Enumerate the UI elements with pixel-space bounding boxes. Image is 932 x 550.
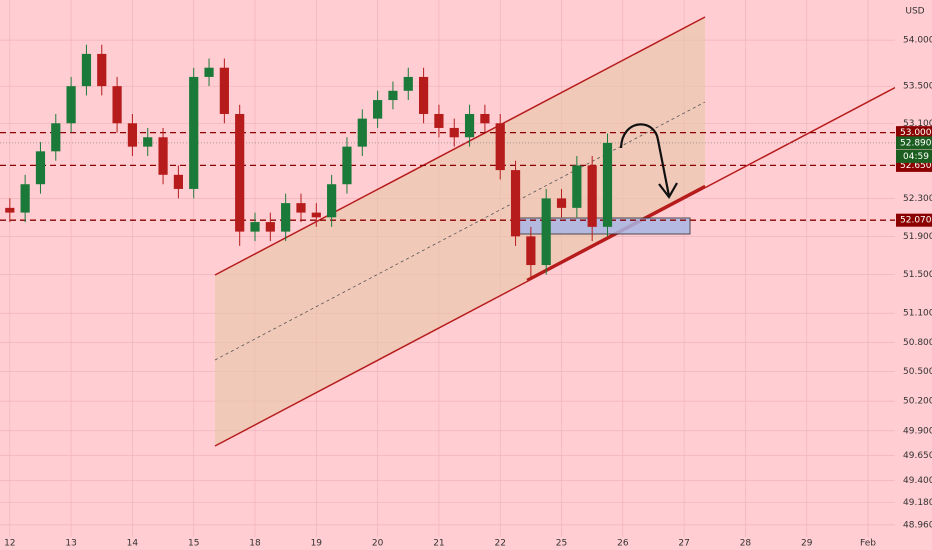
candle-body [189,76,199,189]
candle-body [143,137,153,147]
price-badge [896,136,932,150]
candle-body [572,165,582,208]
candle-body [112,86,122,124]
price-badge [896,126,932,140]
price-axis [895,0,932,550]
y-tick-label: 49.650 [903,451,932,461]
candle-body [35,151,46,185]
candle-body [541,198,551,266]
x-tick-label: 12 [4,539,15,549]
candle-body [449,127,459,138]
x-tick-label: Feb [860,539,876,549]
y-tick-label: 48.960 [903,520,932,530]
candle-body [495,123,505,171]
channel-upper [214,16,706,276]
candle-body [464,113,475,138]
candle-body [296,203,306,213]
candle-body [388,90,398,101]
price-badge [896,213,932,227]
price-badge-label: 52.070 [900,216,932,226]
candle-body [373,100,383,119]
candle-body [357,118,367,147]
y-tick-label: 52.300 [903,194,932,204]
x-tick-label: 19 [311,539,323,549]
candle-body [265,222,275,232]
candle-body [81,53,92,87]
x-tick-label: 29 [801,539,813,549]
candle-body [281,203,291,232]
x-tick-label: 28 [740,539,752,549]
arrow-head [658,182,678,199]
axis-labels: 12 13 14 15 18 19 20 21 22 25 26 27 28 29 Feb 54.000 53.… [4,36,932,549]
x-tick-label: 26 [617,539,629,549]
price-badge-label: 53.000 [900,128,932,138]
y-tick-label: 49.180 [903,498,932,508]
candle-body [480,113,490,124]
y-tick-label: 51.900 [903,232,932,242]
price-badge-label: 52.890 [900,138,932,148]
channel-fill [215,17,705,446]
price-lines [0,131,895,221]
y-tick-label: 51.100 [903,309,932,319]
candle-body [173,174,183,189]
channel-lower [214,84,901,447]
arrow [619,123,671,197]
y-tick-label: 53.500 [903,82,932,92]
y-tick-label: 51.500 [903,270,932,280]
x-tick-label: 25 [556,539,567,549]
candles [5,44,613,280]
candle-body [403,76,413,91]
candle-body [250,222,260,232]
y-tick-label: 50.200 [903,397,932,407]
candle-body [311,212,321,218]
countdown: 04:59 [903,152,929,162]
x-tick-label: 14 [127,539,139,549]
countdown-badge [896,149,932,163]
y-tick-label: 54.000 [903,36,932,46]
y-tick-label: 49.900 [903,426,932,436]
y-tick-label: 53.100 [903,119,932,129]
candle-body [204,67,214,77]
candle-body [219,67,229,114]
candle-body [66,86,76,124]
candle-body [51,123,61,152]
candle-body [327,184,337,218]
candle-body [510,170,521,237]
candle-body [97,53,107,87]
channel-mid [214,101,706,361]
y-tick-label: 49.400 [903,476,932,486]
x-tick-label: 20 [372,539,384,549]
candle-body [556,198,567,208]
candle-body [526,236,536,266]
candle-body [434,113,444,128]
x-tick-label: 15 [188,539,199,549]
price-badge-label: 52.650 [900,161,932,171]
candle-body [158,137,168,175]
candle-body [587,165,597,227]
candle-body [20,184,30,213]
x-tick-label: 13 [65,539,76,549]
x-tick-label: 18 [249,539,261,549]
currency: USD [905,7,924,17]
y-tick-label: 50.500 [903,367,932,377]
x-tick-label: 22 [494,539,505,549]
x-tick-label: 27 [678,539,689,549]
candle-body [127,123,138,147]
candle-body [235,113,245,232]
candle-body [602,142,613,227]
candle-body [418,76,429,114]
candle-body [5,207,15,213]
x-tick-label: 21 [433,539,444,549]
y-tick-label: 50.800 [903,338,932,348]
candle-body [342,146,352,185]
